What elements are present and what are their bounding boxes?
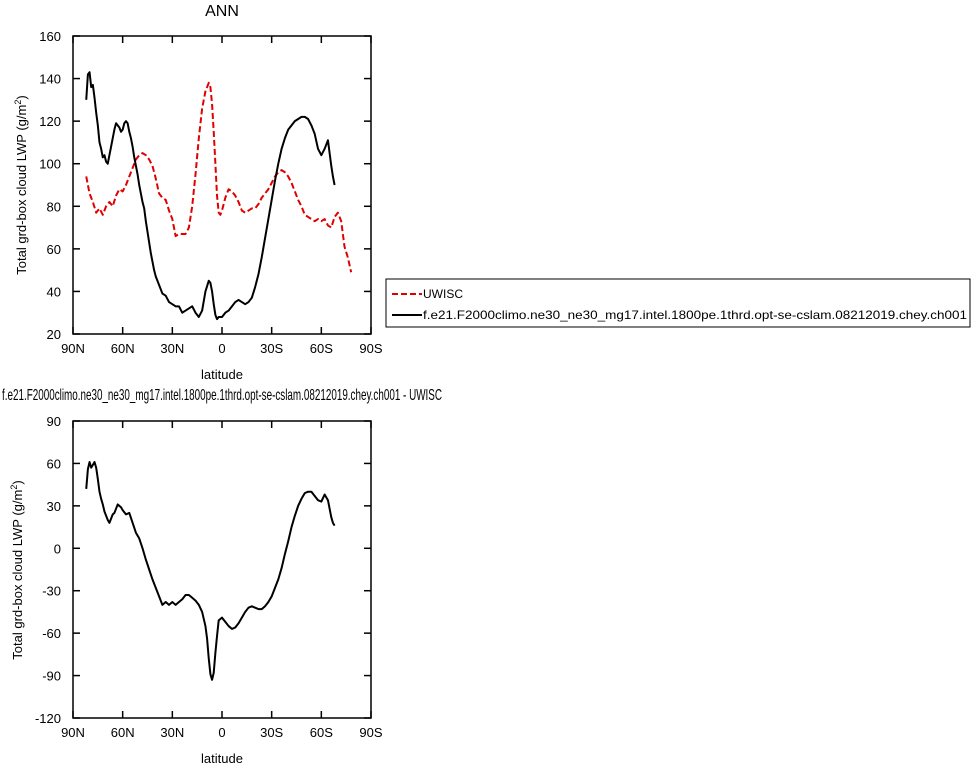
- bottom-ytick-label: 60: [47, 456, 61, 471]
- top-xtick-label: 90S: [359, 341, 382, 356]
- bottom-chart-ylabel-sup: 2: [9, 485, 19, 490]
- bottom-chart-ylabel-main: Total grd-box cloud LWP (g/m: [10, 490, 25, 660]
- bottom-chart-xlabel: latitude: [201, 751, 243, 766]
- bottom-chart-title: f.e21.F2000climo.ne30_ne30_mg17.intel.18…: [2, 387, 442, 404]
- top-ytick-label: 160: [39, 29, 61, 44]
- legend-label-model: f.e21.F2000climo.ne30_ne30_mg17.intel.18…: [423, 308, 967, 322]
- bottom-ytick-label: 90: [47, 414, 61, 429]
- bottom-xtick-label: 30S: [260, 725, 283, 740]
- bottom-xtick-label: 60N: [111, 725, 135, 740]
- top-ytick-label: 80: [47, 199, 61, 214]
- top-ytick-label: 120: [39, 114, 61, 129]
- bottom-ytick-label: -30: [42, 584, 61, 599]
- top-chart-ticks: 90N 60N 30N 0 30S 60S 90S 20 40 60 80 100 120 140 160: [39, 29, 383, 356]
- bottom-ytick-label: -60: [42, 626, 61, 641]
- bottom-ytick-label: 0: [54, 541, 61, 556]
- bottom-xtick-label: 60S: [310, 725, 333, 740]
- top-series-line-0: [85, 81, 353, 273]
- bottom-xtick-label: 30N: [160, 725, 184, 740]
- top-chart-ylabel-main: Total grd-box cloud LWP (g/m: [14, 105, 29, 275]
- top-xtick-label: 0: [218, 341, 225, 356]
- top-chart-frame: [72, 35, 372, 335]
- bottom-ytick-label: -120: [35, 711, 61, 726]
- top-chart-ylabel-sup: 2: [13, 100, 23, 105]
- top-ytick-label: 20: [47, 327, 61, 342]
- top-ytick-label: 100: [39, 157, 61, 172]
- bottom-chart-series: [85, 461, 336, 681]
- top-chart-title: ANN: [205, 3, 239, 20]
- top-chart-ylabel-end: ): [14, 95, 29, 99]
- top-chart: ANN 90N 60N 30N 0 30S 60S 90S 20 40 60 80 100 120 140…: [13, 3, 383, 382]
- top-xtick-label: 60N: [111, 341, 135, 356]
- top-ytick-label: 140: [39, 72, 61, 87]
- bottom-chart-ylabel-end: ): [10, 480, 25, 484]
- top-series-line-1: [85, 71, 336, 321]
- bottom-chart-ylabel: Total grd-box cloud LWP (g/m2): [9, 480, 25, 659]
- bottom-ytick-label: -90: [42, 669, 61, 684]
- top-chart-series: [85, 71, 353, 321]
- top-xtick-label: 90N: [61, 341, 85, 356]
- bottom-xtick-label: 0: [218, 725, 225, 740]
- bottom-xtick-label: 90N: [61, 725, 85, 740]
- bottom-chart: f.e21.F2000climo.ne30_ne30_mg17.intel.18…: [2, 387, 442, 766]
- top-chart-xlabel: latitude: [201, 367, 243, 382]
- bottom-series-line-0: [85, 461, 336, 681]
- top-xtick-label: 30N: [160, 341, 184, 356]
- bottom-chart-frame: [72, 420, 372, 719]
- top-chart-ylabel: Total grd-box cloud LWP (g/m2): [13, 95, 29, 274]
- top-ytick-label: 60: [47, 242, 61, 257]
- bottom-ytick-label: 30: [47, 499, 61, 514]
- bottom-chart-ticks: 90N 60N 30N 0 30S 60S 90S -120 -90 -60 -30 0 30 60 90: [35, 414, 383, 740]
- legend: UWISC f.e21.F2000climo.ne30_ne30_mg17.in…: [385, 278, 971, 328]
- legend-label-uwisc: UWISC: [423, 287, 463, 301]
- top-xtick-label: 60S: [310, 341, 333, 356]
- bottom-xtick-label: 90S: [359, 725, 382, 740]
- legend-box: [385, 278, 971, 328]
- top-xtick-label: 30S: [260, 341, 283, 356]
- top-ytick-label: 40: [47, 284, 61, 299]
